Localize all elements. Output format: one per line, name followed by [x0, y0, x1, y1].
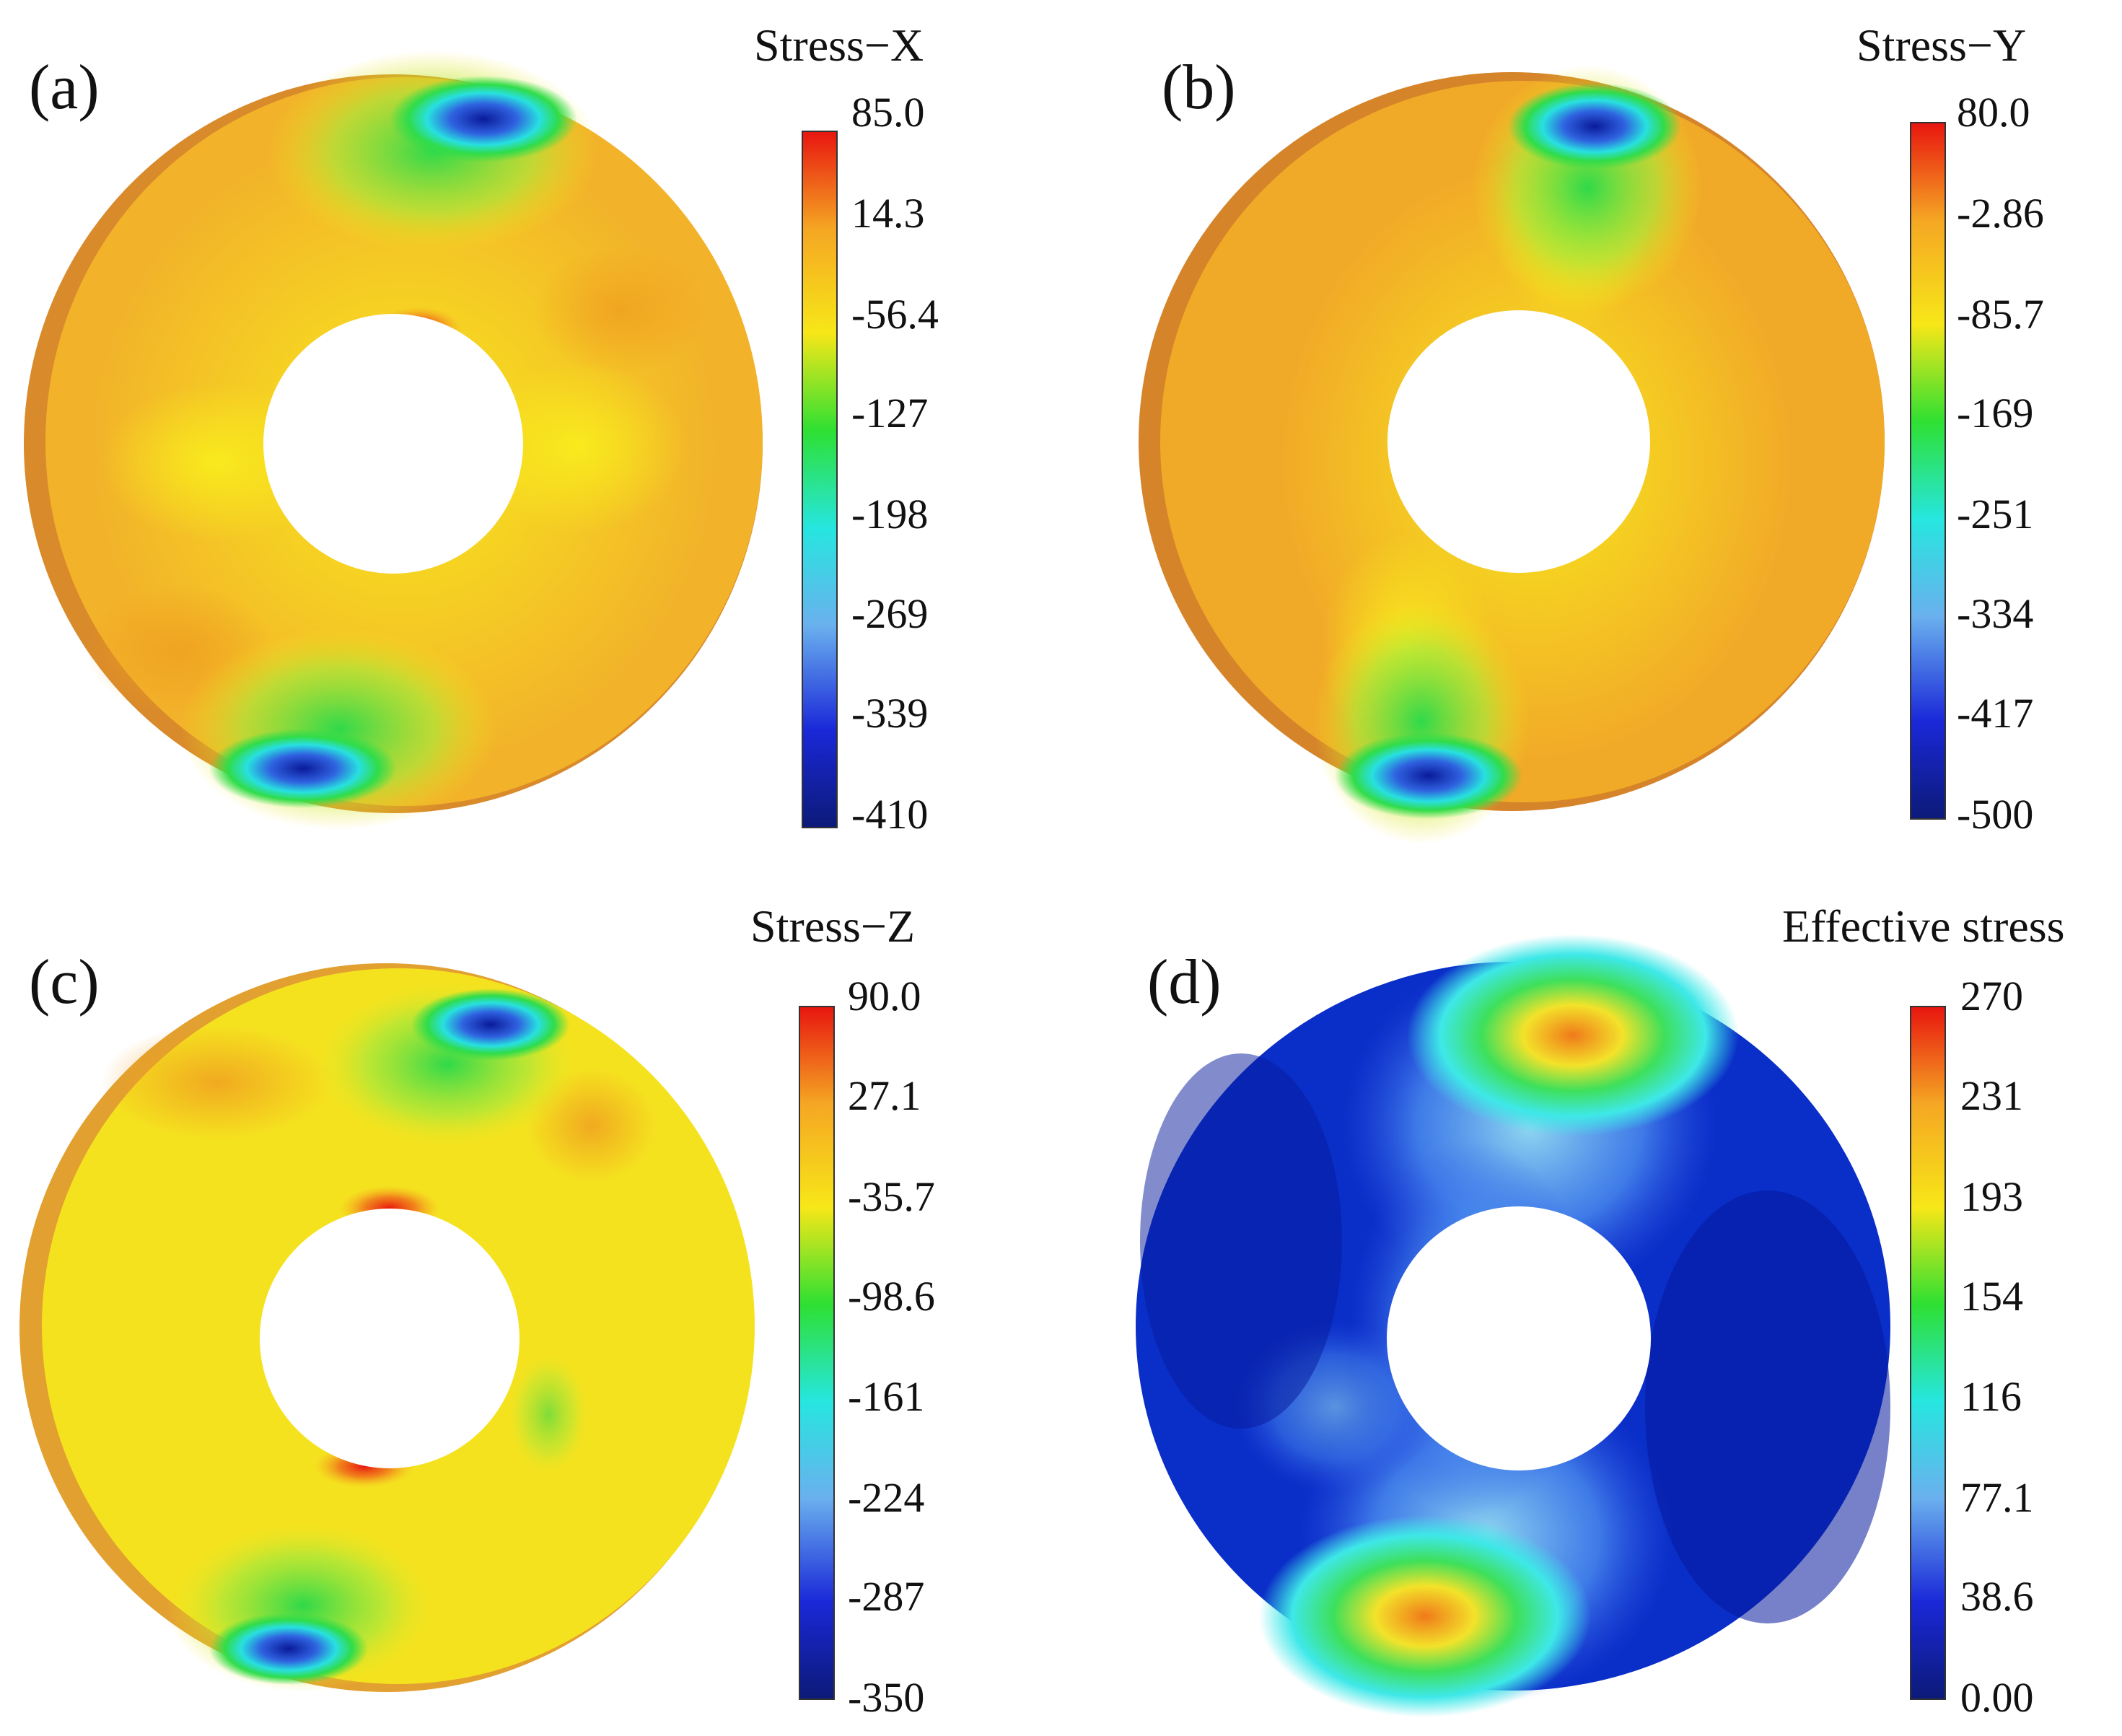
tick-label: -287: [848, 1573, 924, 1620]
panel-a: (a) Stress−X 85.0 14.3 -5: [24, 19, 939, 838]
panel-b-label: (b): [1162, 53, 1236, 123]
tick-label: 154: [1960, 1273, 2023, 1320]
panel-b: (b) Stress−Y 80.0 -2.86 -85.7 -169 -251: [1139, 19, 2044, 844]
tick-label: 90.0: [848, 973, 921, 1020]
tick-label: -350: [848, 1674, 924, 1721]
tick-label: 80.0: [1957, 89, 2030, 136]
tick-label: -251: [1957, 491, 2033, 538]
panel-d-legend-title: Effective stress: [1782, 900, 2065, 952]
tick-label: -161: [848, 1373, 924, 1420]
panel-a-disc: [24, 51, 763, 830]
tick-label: 27.1: [848, 1072, 921, 1119]
tick-label: 38.6: [1960, 1573, 2034, 1620]
panel-d-label: (d): [1147, 947, 1222, 1017]
tick-label: -410: [851, 791, 928, 838]
tick-label: 77.1: [1960, 1474, 2034, 1521]
panel-c-colorbar: [799, 1006, 835, 1700]
panel-b-legend-title: Stress−Y: [1856, 19, 2026, 71]
panel-c-disc: [19, 963, 755, 1692]
panel-d-disc: [1136, 934, 1890, 1717]
panel-c: (c) Stress−Z 90.0 27.1 -35.7 -98.: [19, 900, 935, 1721]
tick-label: 193: [1960, 1173, 2023, 1220]
tick-label: -56.4: [851, 291, 939, 338]
tick-label: -417: [1957, 690, 2033, 737]
tick-label: -35.7: [848, 1173, 935, 1220]
tick-label: -169: [1957, 390, 2033, 437]
tick-label: -127: [851, 390, 928, 437]
tick-label: -339: [851, 690, 928, 737]
tick-label: -224: [848, 1474, 924, 1521]
panel-b-ticks: 80.0 -2.86 -85.7 -169 -251 -334 -417 -50…: [1957, 89, 2044, 838]
tick-label: 0.00: [1960, 1674, 2034, 1721]
panel-a-legend-title: Stress−X: [754, 19, 924, 71]
panel-a-label: (a): [29, 53, 100, 123]
tick-label: -2.86: [1957, 190, 2044, 237]
panel-b-colorbar: [1910, 122, 1946, 820]
panel-b-disc: [1139, 65, 1885, 844]
tick-label: -85.7: [1957, 291, 2044, 338]
tick-label: -269: [851, 590, 928, 637]
tick-label: -500: [1957, 791, 2033, 838]
tick-label: 85.0: [851, 89, 925, 136]
tick-label: 116: [1960, 1373, 2022, 1420]
panel-d-colorbar: [1910, 1006, 1946, 1700]
tick-label: 14.3: [851, 190, 925, 237]
tick-label: 231: [1960, 1072, 2023, 1119]
tick-label: -198: [851, 491, 928, 538]
panel-c-legend-title: Stress−Z: [750, 900, 915, 952]
panel-d: (d) Effective stress 270 231 193: [1136, 900, 2065, 1721]
tick-label: -98.6: [848, 1273, 935, 1320]
tick-label: -334: [1957, 590, 2033, 637]
panel-d-ticks: 270 231 193 154 116 77.1 38.6 0.00: [1960, 973, 2034, 1721]
panel-c-ticks: 90.0 27.1 -35.7 -98.6 -161 -224 -287 -35…: [848, 973, 935, 1721]
panel-a-ticks: 85.0 14.3 -56.4 -127 -198 -269 -339 -410: [851, 89, 939, 838]
panel-c-label: (c): [29, 947, 100, 1017]
panel-a-colorbar: [802, 131, 838, 828]
tick-label: 270: [1960, 973, 2023, 1020]
